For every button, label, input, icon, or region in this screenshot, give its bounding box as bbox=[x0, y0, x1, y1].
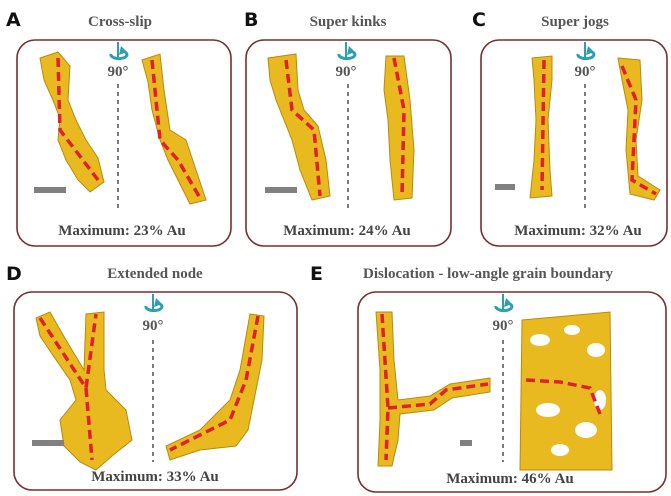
scale-bar bbox=[460, 440, 472, 446]
rotation-label: 90° bbox=[493, 318, 514, 334]
dislocation bbox=[166, 314, 264, 460]
panel-e: E Dislocation - low-angle grain boundary… bbox=[310, 263, 666, 492]
caption: Maximum: 32% Au bbox=[514, 223, 642, 239]
figure: A Cross-slip 90° Maximum: 23% Au B Super… bbox=[0, 0, 671, 496]
caption: Maximum: 46% Au bbox=[446, 471, 574, 487]
rotation-icon bbox=[111, 42, 127, 60]
panel-title: Super kinks bbox=[310, 14, 387, 30]
rotation-label: 90° bbox=[575, 64, 596, 80]
panel-letter: A bbox=[6, 9, 21, 31]
panel-letter: E bbox=[310, 263, 323, 285]
rotation-icon bbox=[146, 294, 162, 312]
caption: Maximum: 23% Au bbox=[58, 223, 186, 239]
dislocation bbox=[40, 52, 104, 192]
rotation-icon bbox=[496, 294, 512, 312]
rotation-icon bbox=[578, 42, 594, 60]
rotation-icon bbox=[339, 42, 355, 60]
dislocation bbox=[376, 312, 490, 466]
scale-bar bbox=[265, 187, 297, 193]
dislocation bbox=[268, 54, 330, 200]
panel-b: B Super kinks 90° Maximum: 24% Au bbox=[244, 9, 451, 246]
panel-a: A Cross-slip 90° Maximum: 23% Au bbox=[6, 9, 231, 246]
panel-title: Dislocation - low-angle grain boundary bbox=[363, 266, 614, 282]
panel-title: Extended node bbox=[107, 266, 203, 282]
panel-letter: C bbox=[472, 9, 486, 31]
caption: Maximum: 24% Au bbox=[283, 223, 411, 239]
caption: Maximum: 33% Au bbox=[91, 469, 219, 485]
panel-title: Cross-slip bbox=[88, 14, 152, 30]
dislocation bbox=[142, 54, 206, 204]
scale-bar bbox=[495, 184, 515, 190]
rotation-label: 90° bbox=[108, 64, 129, 80]
panel-d: D Extended node 90° Maximum: 33% Au bbox=[6, 263, 297, 490]
scale-bar bbox=[34, 187, 66, 193]
panel-title: Super jogs bbox=[541, 14, 609, 30]
scale-bar bbox=[32, 440, 64, 446]
panel-letter: D bbox=[6, 263, 22, 285]
panel-c: C Super jogs 90° Maximum: 32% Au bbox=[472, 9, 667, 246]
dislocation bbox=[618, 58, 660, 200]
panel-letter: B bbox=[244, 9, 258, 31]
rotation-label: 90° bbox=[143, 318, 164, 334]
rotation-label: 90° bbox=[336, 64, 357, 80]
